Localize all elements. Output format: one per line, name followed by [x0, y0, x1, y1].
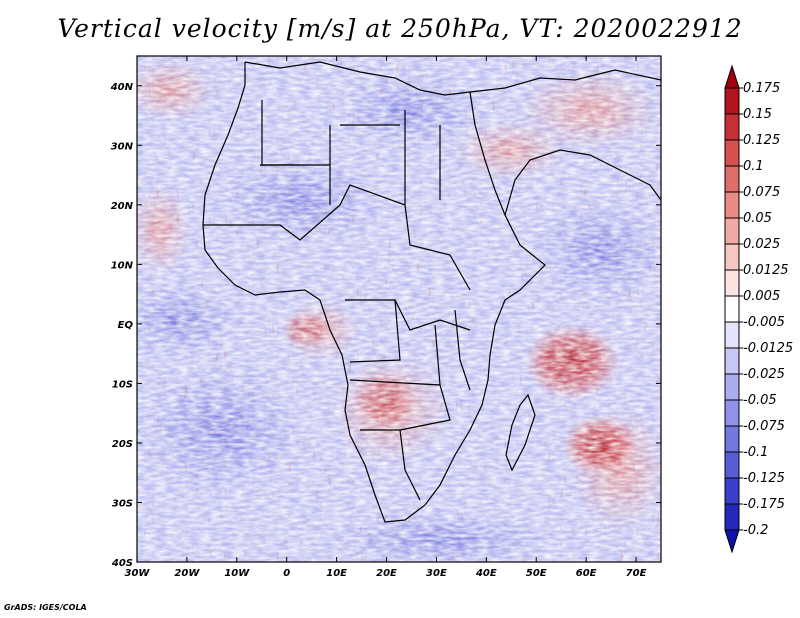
lon-label: 10W	[224, 568, 250, 579]
colorbar-label: -0.0125	[743, 341, 793, 356]
colorbar-box	[724, 503, 740, 531]
colorbar-bottom-arrow	[724, 529, 740, 554]
colorbar-box	[724, 295, 740, 323]
colorbar-box	[724, 87, 740, 115]
lon-label: 50E	[526, 568, 547, 579]
colorbar-label: 0.175	[743, 81, 780, 96]
lon-label: 30W	[125, 568, 151, 579]
lon-label: 10E	[326, 568, 347, 579]
velocity-field	[137, 56, 661, 562]
colorbar-box	[724, 217, 740, 245]
lon-label: 70E	[626, 568, 647, 579]
lat-label: 40S	[111, 558, 133, 569]
colorbar-box	[724, 165, 740, 193]
colorbar-label: 0.0125	[743, 263, 789, 278]
colorbar-label: -0.175	[743, 497, 785, 512]
colorbar-box	[724, 477, 740, 505]
axis-ticks	[136, 56, 661, 563]
colorbar-box	[724, 347, 740, 375]
chart-title: Vertical velocity [m/s] at 250hPa, VT: 2…	[57, 14, 743, 43]
colorbar-label: -0.2	[743, 523, 768, 538]
lon-label: 20W	[174, 568, 200, 579]
colorbar-label: 0.125	[743, 133, 780, 148]
colorbar-label: -0.05	[743, 393, 777, 408]
latitude-labels: 40N 30N 20N 10N EQ 10S 20S 30S 40S	[110, 82, 134, 569]
colorbar-label: 0.1	[743, 159, 764, 174]
colorbar-label: -0.025	[743, 367, 785, 382]
colorbar-label: 0.075	[743, 185, 780, 200]
colorbar-label: -0.005	[743, 315, 785, 330]
colorbar-label: -0.1	[743, 445, 768, 460]
colorbar-box	[724, 373, 740, 401]
colorbar-box	[724, 243, 740, 271]
colorbar-label: 0.005	[743, 289, 780, 304]
colorbar-box	[724, 113, 740, 141]
colorbar: 0.175 0.15 0.125 0.1 0.075 0.05 0.025 0.0125 0.0…	[724, 64, 793, 554]
colorbar-label: -0.125	[743, 471, 785, 486]
colorbar-box	[724, 425, 740, 453]
lon-label: 40E	[475, 568, 497, 579]
colorbar-label: 0.05	[743, 211, 772, 226]
lat-label: 30S	[112, 498, 133, 509]
colorbar-top-arrow	[724, 64, 740, 89]
lat-label: EQ	[118, 320, 134, 331]
lat-label: 10N	[111, 260, 134, 271]
colorbar-box	[724, 451, 740, 479]
grads-credit: GrADS: IGES/COLA	[4, 603, 87, 612]
colorbar-box	[724, 269, 740, 297]
colorbar-box	[724, 321, 740, 349]
lat-label: 20N	[111, 201, 134, 212]
colorbar-box	[724, 191, 740, 219]
lat-label: 20S	[112, 439, 133, 450]
colorbar-box	[724, 399, 740, 427]
colorbar-label: -0.075	[743, 419, 785, 434]
lon-label: 0	[283, 568, 290, 579]
lon-label: 20E	[376, 568, 397, 579]
colorbar-label: 0.025	[743, 237, 780, 252]
lon-label: 60E	[576, 568, 597, 579]
lat-label: 10S	[112, 379, 133, 390]
lat-label: 40N	[110, 82, 134, 93]
colorbar-box	[724, 139, 740, 167]
plot-frame	[136, 55, 662, 563]
lat-label: 30N	[111, 141, 134, 152]
lon-label: 30E	[426, 568, 447, 579]
longitude-labels: 30W 20W 10W 0 10E 20E 30E 40E 50E 60E 70E	[125, 568, 647, 579]
coastlines	[202, 61, 661, 523]
colorbar-label: 0.15	[743, 107, 772, 122]
